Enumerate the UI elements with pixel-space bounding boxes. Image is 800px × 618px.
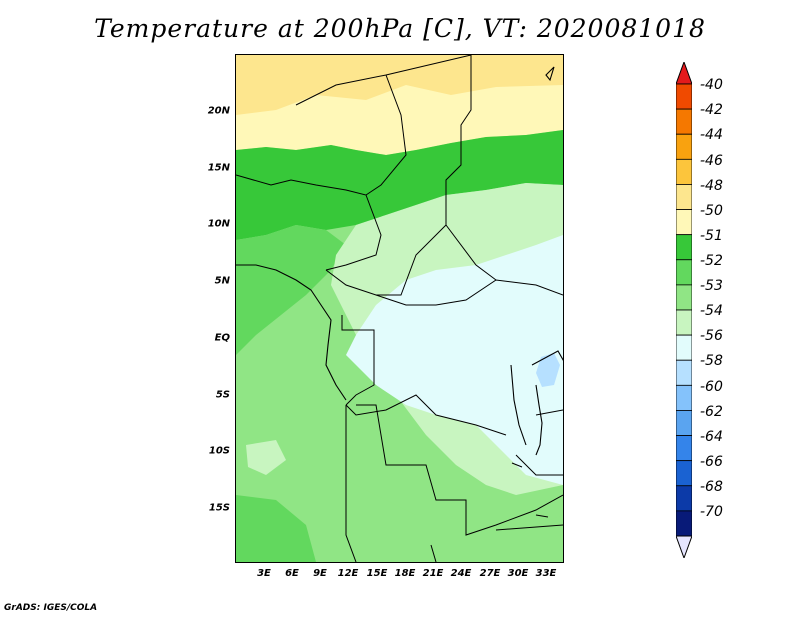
colorbar-segment [676, 384, 692, 411]
colorbar-label: -70 [700, 504, 723, 521]
colorbar-segment [676, 485, 692, 512]
colorbar [676, 62, 692, 558]
colorbar-cap-top [676, 62, 692, 85]
lon-label-6e: 6E [285, 568, 299, 579]
colorbar-segment [676, 435, 692, 462]
colorbar-segment [676, 334, 692, 361]
colorbar-label: -68 [700, 479, 723, 496]
colorbar-segment [676, 158, 692, 185]
field-region-green-west [236, 225, 346, 355]
colorbar-label: -42 [700, 102, 723, 119]
lon-label-30e: 30E [507, 568, 529, 579]
field-patch-southwest-light [246, 440, 286, 475]
colorbar-label: -48 [700, 177, 723, 194]
colorbar-segment [676, 359, 692, 386]
lon-label-27e: 27E [479, 568, 501, 579]
lon-label-18e: 18E [394, 568, 416, 579]
colorbar-segment [676, 209, 692, 236]
colorbar-label: -40 [700, 77, 723, 94]
colorbar-label: -64 [700, 428, 723, 445]
colorbar-label: -66 [700, 453, 723, 470]
colorbar-segment [676, 284, 692, 311]
lon-label-21e: 21E [422, 568, 444, 579]
lon-label-15e: 15E [366, 568, 388, 579]
colorbar-segment [676, 83, 692, 110]
field-band-darkgreen [236, 130, 563, 240]
colorbar-segment [676, 234, 692, 261]
field-region-palecyan [346, 235, 563, 485]
coastlines-lakes [236, 66, 563, 518]
lon-label-33e: 33E [535, 568, 557, 579]
map-panel [235, 54, 564, 563]
colorbar-segment [676, 460, 692, 487]
lat-label-20n: 20N [207, 105, 230, 117]
lat-label-10s: 10S [208, 445, 230, 457]
lat-label-15n: 15N [207, 162, 230, 174]
colorbar-segment [676, 108, 692, 135]
colorbar-label: -58 [700, 353, 723, 370]
colorbar-label: -50 [700, 202, 723, 219]
colorbar-label: -60 [700, 378, 723, 395]
country-borders [236, 55, 563, 562]
colorbar-segment [676, 309, 692, 336]
field-band-south-green [236, 455, 563, 562]
temperature-field-map [236, 55, 563, 562]
chart-title: Temperature at 200hPa [C], VT: 202008101… [94, 14, 706, 43]
field-patch-lightblue [536, 353, 560, 387]
colorbar-label: -46 [700, 152, 723, 169]
lat-label-eq: EQ [214, 332, 230, 344]
lon-label-12e: 12E [337, 568, 359, 579]
lon-label-3e: 3E [257, 568, 271, 579]
colorbar-label: -56 [700, 328, 723, 345]
lat-label-5n: 5N [214, 275, 230, 287]
colorbar-label: -62 [700, 403, 723, 420]
colorbar-label: -52 [700, 253, 723, 270]
colorbar-label: -53 [700, 278, 723, 295]
lon-label-24e: 24E [450, 568, 472, 579]
colorbar-segment [676, 410, 692, 436]
field-patch-southwest-darkgreen [236, 495, 316, 562]
colorbar-label: -51 [700, 227, 723, 244]
lat-label-5s: 5S [215, 389, 230, 401]
colorbar-label: -44 [700, 127, 723, 144]
field-band-cream [236, 85, 563, 155]
colorbar-segment [676, 184, 692, 210]
colorbar-cap-bottom [676, 535, 692, 558]
credit-text: GrADS: IGES/COLA [4, 603, 98, 613]
lat-label-15s: 15S [208, 502, 230, 514]
colorbar-segment [676, 133, 692, 160]
lat-label-10n: 10N [207, 218, 230, 230]
colorbar-segment [676, 510, 692, 537]
colorbar-segment [676, 259, 692, 286]
lon-label-9e: 9E [313, 568, 327, 579]
colorbar-label: -54 [700, 303, 723, 320]
